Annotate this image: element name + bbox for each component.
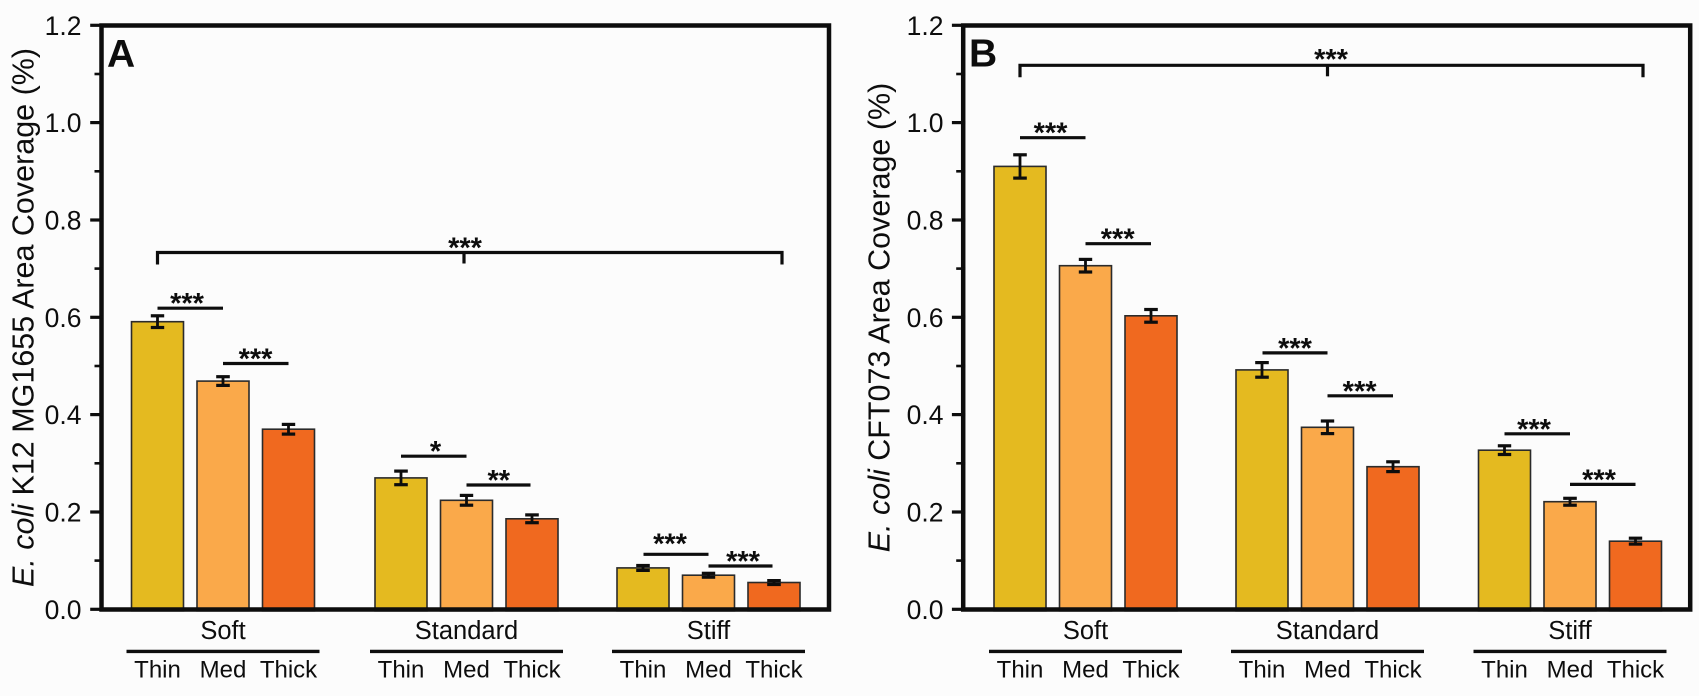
svg-text:Thick: Thick: [1122, 657, 1180, 684]
svg-text:Thick: Thick: [745, 657, 803, 684]
svg-text:A: A: [107, 33, 135, 76]
svg-text:*: *: [430, 436, 442, 468]
svg-text:***: ***: [726, 546, 761, 578]
svg-text:Thick: Thick: [1364, 657, 1422, 684]
svg-text:Stiff: Stiff: [1548, 617, 1592, 645]
svg-text:Thin: Thin: [134, 657, 181, 684]
svg-text:0.0: 0.0: [907, 595, 944, 625]
svg-text:0.2: 0.2: [907, 498, 944, 528]
svg-text:***: ***: [170, 288, 205, 320]
svg-text:***: ***: [1343, 376, 1378, 408]
svg-text:Med: Med: [1062, 657, 1109, 684]
svg-text:Thick: Thick: [260, 657, 318, 684]
svg-text:0.4: 0.4: [45, 400, 82, 430]
svg-text:Stiff: Stiff: [687, 617, 731, 645]
svg-text:0.2: 0.2: [45, 498, 82, 528]
svg-text:Standard: Standard: [1276, 617, 1380, 645]
svg-text:**: **: [488, 465, 511, 497]
svg-text:Thin: Thin: [1481, 657, 1528, 684]
svg-text:Med: Med: [1304, 657, 1351, 684]
svg-text:Thin: Thin: [1239, 657, 1286, 684]
svg-text:***: ***: [1314, 44, 1349, 76]
svg-text:0.8: 0.8: [907, 206, 944, 236]
svg-text:1.0: 1.0: [45, 108, 82, 138]
svg-text:Thick: Thick: [1607, 657, 1665, 684]
svg-text:Med: Med: [200, 657, 247, 684]
svg-text:Thin: Thin: [378, 657, 425, 684]
svg-text:Standard: Standard: [415, 617, 519, 645]
svg-text:Soft: Soft: [1063, 617, 1108, 645]
svg-text:0.8: 0.8: [45, 206, 82, 236]
svg-text:***: ***: [1517, 414, 1552, 446]
svg-text:***: ***: [1101, 224, 1136, 256]
svg-text:0.0: 0.0: [45, 595, 82, 625]
svg-text:E. coli CFT073 Area Coverage (: E. coli CFT073 Area Coverage (%): [863, 83, 897, 553]
svg-text:***: ***: [448, 233, 483, 265]
svg-text:Thin: Thin: [997, 657, 1044, 684]
svg-text:1.2: 1.2: [45, 11, 82, 41]
svg-text:Thin: Thin: [620, 657, 667, 684]
svg-text:E. coli K12 MG1655 Area Covera: E. coli K12 MG1655 Area Coverage (%): [7, 48, 41, 587]
svg-text:***: ***: [1034, 118, 1069, 150]
svg-text:Med: Med: [685, 657, 732, 684]
svg-text:Thick: Thick: [503, 657, 561, 684]
svg-text:***: ***: [653, 528, 688, 560]
svg-text:Soft: Soft: [200, 617, 245, 645]
svg-text:***: ***: [239, 344, 274, 376]
svg-text:0.4: 0.4: [907, 400, 944, 430]
svg-text:***: ***: [1582, 464, 1617, 496]
svg-text:1.2: 1.2: [907, 11, 944, 41]
svg-text:Med: Med: [1547, 657, 1594, 684]
svg-text:Med: Med: [443, 657, 490, 684]
svg-text:0.6: 0.6: [45, 303, 82, 333]
svg-text:***: ***: [1278, 333, 1313, 365]
svg-text:B: B: [969, 33, 997, 76]
svg-text:0.6: 0.6: [907, 303, 944, 333]
svg-text:1.0: 1.0: [907, 108, 944, 138]
